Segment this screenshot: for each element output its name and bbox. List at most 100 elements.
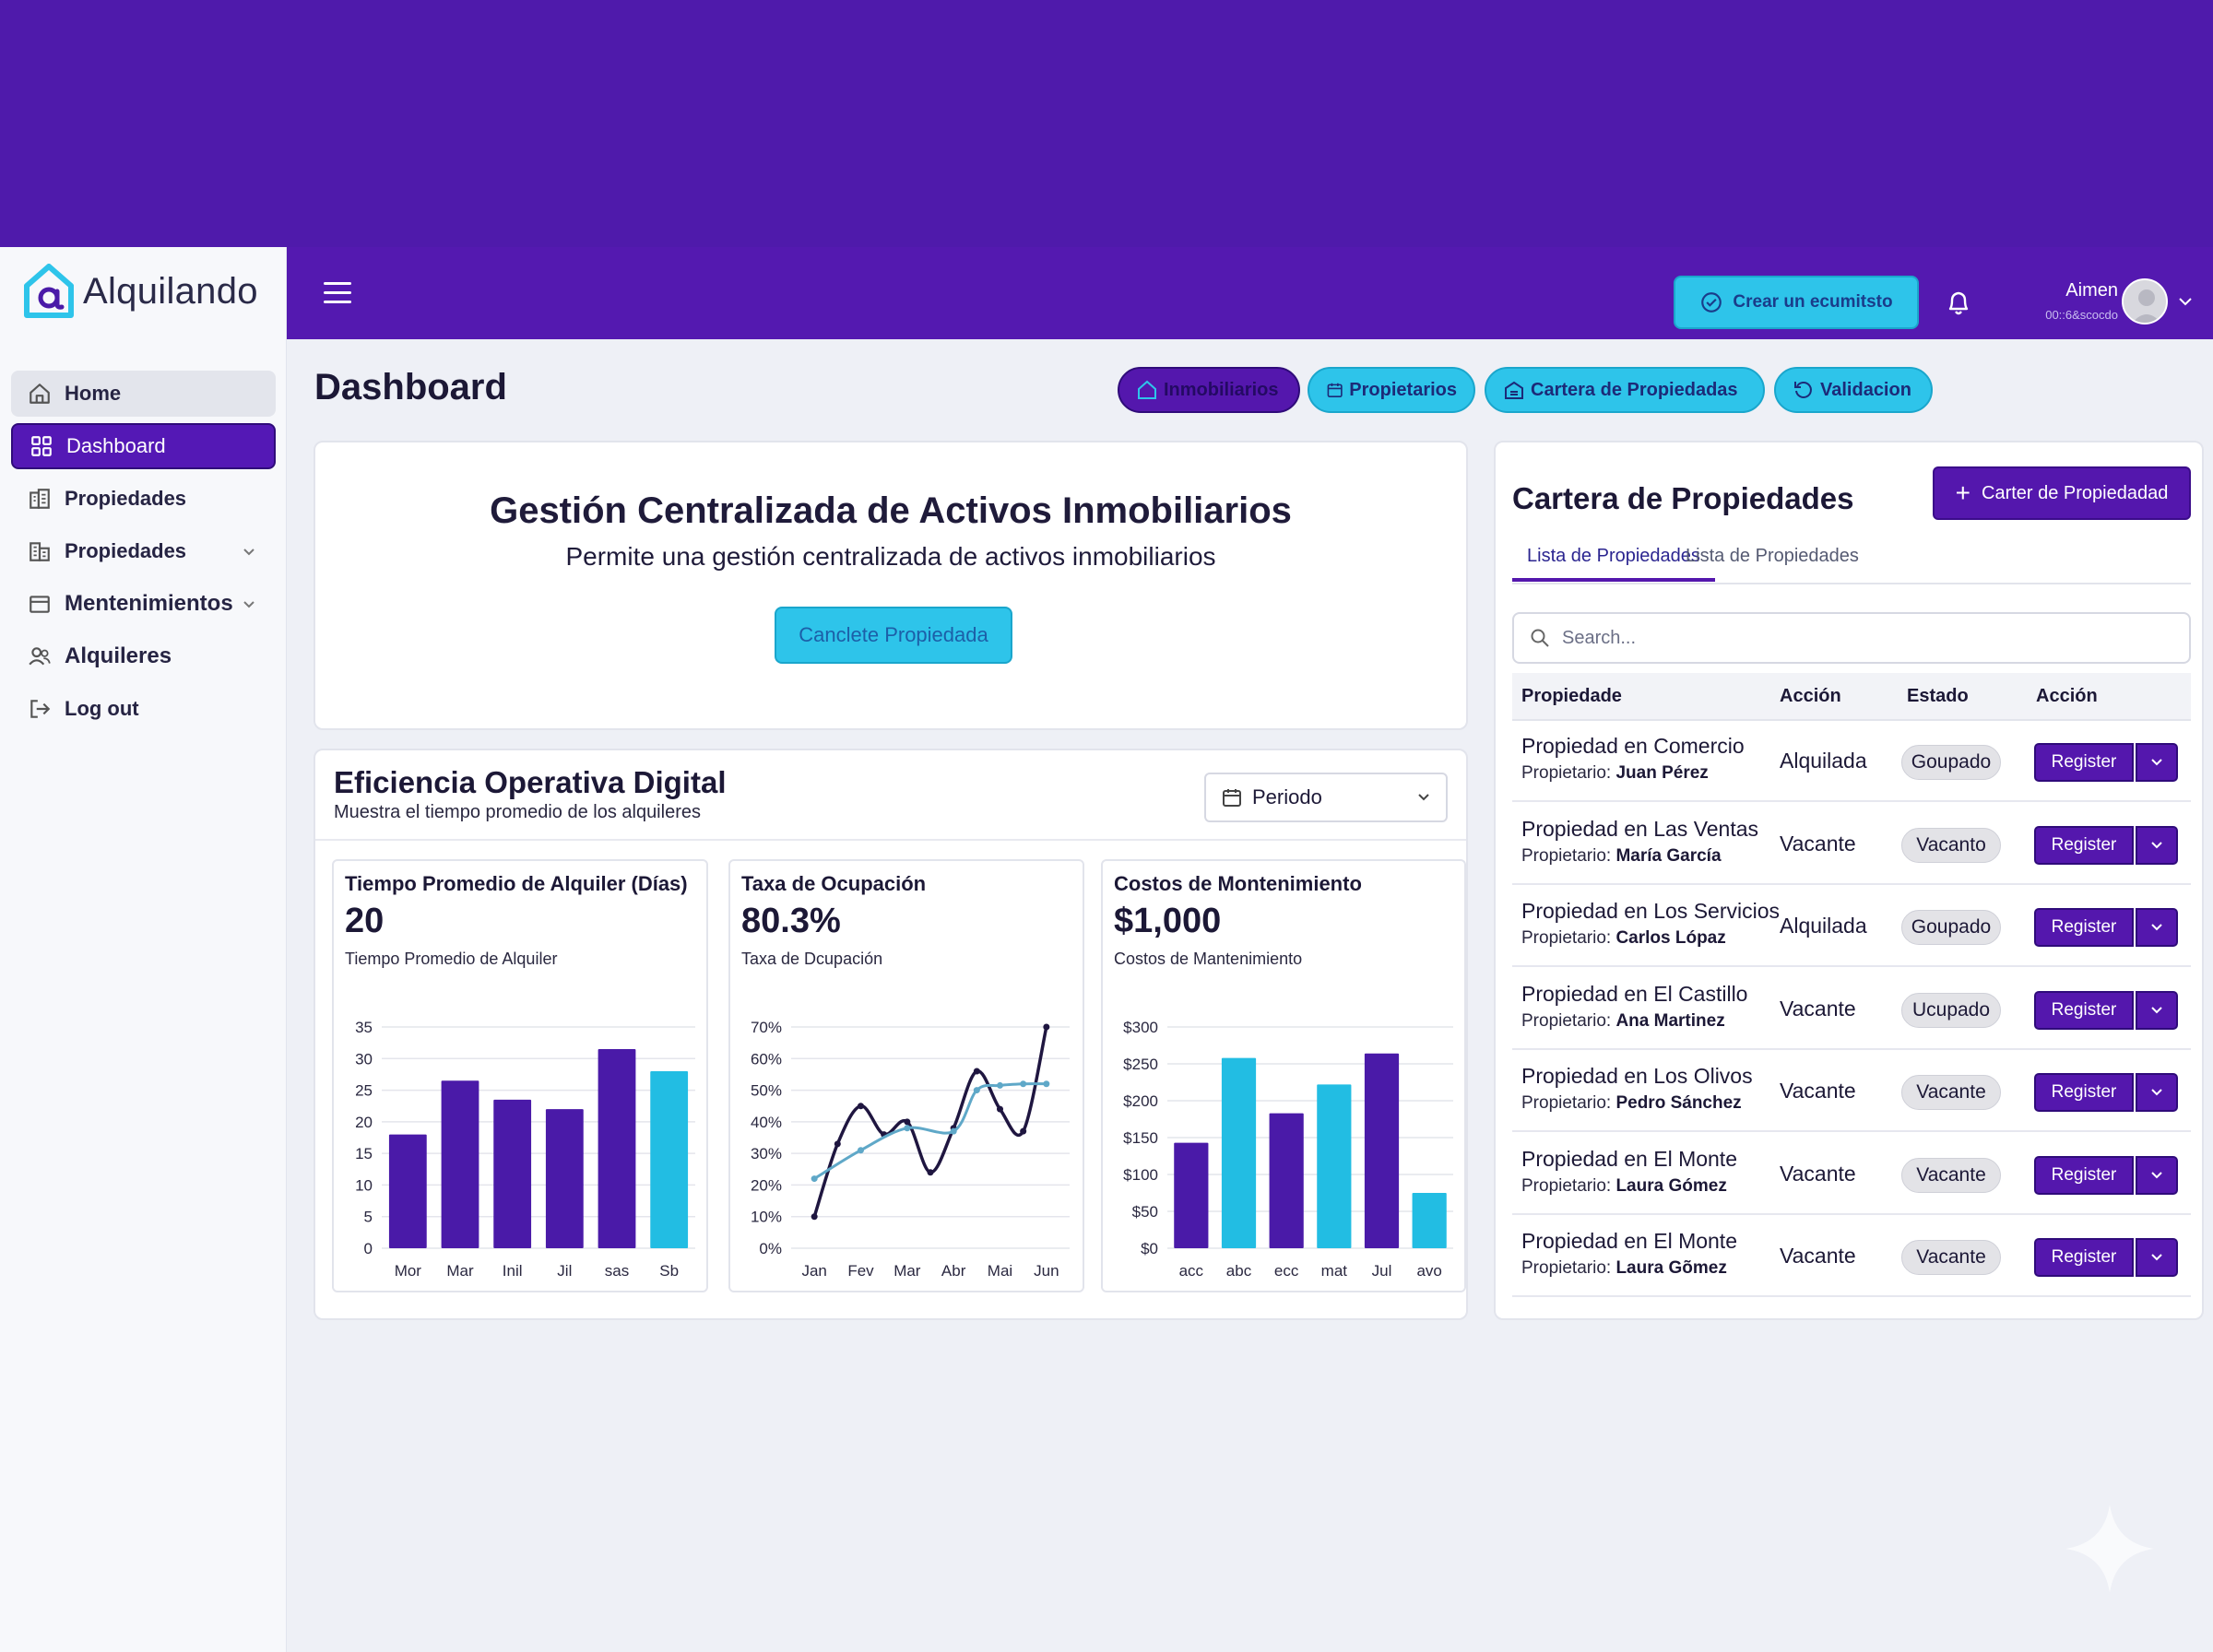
register-button[interactable]: Register bbox=[2034, 1155, 2134, 1195]
x-tick-label: abc bbox=[1226, 1262, 1252, 1280]
owner-prefix: Propietario: bbox=[1521, 845, 1612, 866]
create-button[interactable]: Crear un ecumitsto bbox=[1674, 276, 1919, 329]
sidebar-item-label: Propiedades bbox=[65, 487, 187, 510]
x-tick-label: Jun bbox=[1034, 1262, 1059, 1280]
y-tick-label: 30 bbox=[355, 1050, 373, 1068]
search-input[interactable]: Search... bbox=[1512, 612, 2191, 664]
x-tick-label: Fev bbox=[847, 1262, 874, 1280]
kpi-subtitle: Taxa de Dcupación bbox=[741, 950, 883, 968]
pill-label: Inmobiliarios bbox=[1164, 379, 1279, 400]
register-dropdown-button[interactable] bbox=[2136, 1155, 2178, 1195]
y-tick-label: 20 bbox=[355, 1114, 373, 1131]
owner-prefix: Propietario: bbox=[1521, 928, 1612, 948]
register-button[interactable]: Register bbox=[2034, 1238, 2134, 1277]
bar bbox=[1269, 1113, 1304, 1248]
register-dropdown-button[interactable] bbox=[2136, 908, 2178, 947]
register-button[interactable]: Register bbox=[2034, 825, 2134, 865]
bar bbox=[1412, 1193, 1447, 1248]
register-button[interactable]: Register bbox=[2034, 908, 2134, 947]
owner-prefix: Propietario: bbox=[1521, 1258, 1612, 1278]
hero-subtitle: Permite una gestión centralizada de acti… bbox=[565, 542, 1216, 571]
refresh-icon bbox=[1794, 382, 1812, 398]
sidebar-item-home[interactable]: Home bbox=[11, 371, 276, 417]
sidebar-item-alquileres[interactable]: Alquileres bbox=[11, 633, 276, 679]
property-owner: Propietario: Laura Gõmez bbox=[1521, 1258, 1727, 1279]
owner-name: Laura Gõmez bbox=[1615, 1258, 1727, 1278]
status-badge: Vacante bbox=[1901, 1240, 2001, 1275]
pill-cartera[interactable]: Cartera de Propiedadas bbox=[1485, 367, 1765, 413]
chevron-down-icon bbox=[2151, 841, 2162, 848]
x-tick-label: mat bbox=[1321, 1262, 1348, 1280]
sidebar-item-logout[interactable]: Log out bbox=[11, 686, 276, 732]
x-tick-label: ecc bbox=[1274, 1262, 1299, 1280]
pill-label: Propietarios bbox=[1349, 379, 1457, 400]
register-dropdown-button[interactable] bbox=[2136, 990, 2178, 1030]
owner-prefix: Propietario: bbox=[1521, 763, 1612, 783]
chevron-down-icon[interactable] bbox=[2177, 295, 2194, 308]
bar bbox=[1174, 1142, 1209, 1248]
y-tick-label: $300 bbox=[1123, 1019, 1158, 1036]
logo[interactable]: Alquilando bbox=[24, 264, 258, 319]
home-icon bbox=[30, 384, 50, 404]
avatar[interactable] bbox=[2122, 278, 2168, 324]
calendar-icon bbox=[1327, 383, 1343, 398]
efficiency-title: Eficiencia Operativa Digital bbox=[334, 765, 727, 799]
data-point bbox=[1043, 1023, 1050, 1031]
chevron-down-icon bbox=[2151, 1089, 2162, 1096]
register-dropdown-button[interactable] bbox=[2136, 743, 2178, 782]
data-point bbox=[904, 1118, 911, 1126]
sidebar-item-label: Log out bbox=[65, 697, 139, 720]
chart-card-maintenance: Costos de Montenimiento $1,000 Costos de… bbox=[1101, 859, 1466, 1292]
hero-button[interactable]: Canclete Propiedada bbox=[775, 607, 1012, 664]
column-header[interactable]: Acción bbox=[1780, 686, 1841, 706]
column-header[interactable]: Propiedade bbox=[1521, 686, 1622, 706]
property-name: Propiedad en Los Olivos bbox=[1521, 1064, 1753, 1088]
owner-name: Carlos Lópaz bbox=[1615, 928, 1726, 948]
property-owner: Propietario: Juan Pérez bbox=[1521, 763, 1709, 784]
register-dropdown-button[interactable] bbox=[2136, 825, 2178, 865]
register-button[interactable]: Register bbox=[2034, 743, 2134, 782]
plus-icon: + bbox=[1955, 478, 1970, 507]
chart-title: Taxa de Ocupación bbox=[741, 872, 927, 895]
property-action: Vacante bbox=[1780, 996, 1856, 1021]
grid-icon bbox=[31, 436, 52, 456]
owner-prefix: Propietario: bbox=[1521, 1175, 1612, 1196]
pill-validacion[interactable]: Validacion bbox=[1774, 367, 1933, 413]
register-button[interactable]: Register bbox=[2034, 1073, 2134, 1112]
pill-propietarios[interactable]: Propietarios bbox=[1308, 367, 1475, 413]
register-dropdown-button[interactable] bbox=[2136, 1238, 2178, 1277]
portfolio-title: Cartera de Propiedades bbox=[1512, 481, 1854, 515]
logout-icon bbox=[30, 700, 51, 718]
tab-lista-propiedades[interactable]: Lista de Propiedades bbox=[1512, 546, 1715, 582]
owner-name: María García bbox=[1615, 845, 1722, 866]
bell-icon[interactable] bbox=[1945, 288, 1972, 317]
x-tick-label: acc bbox=[1179, 1262, 1204, 1280]
table-row: Propiedad en El Monte Propietario: Laura … bbox=[1512, 1134, 2191, 1215]
y-tick-label: 60% bbox=[751, 1050, 782, 1068]
y-tick-label: 35 bbox=[355, 1019, 373, 1036]
add-property-button[interactable]: + Carter de Propiedadad bbox=[1933, 466, 2191, 520]
register-dropdown-button[interactable] bbox=[2136, 1073, 2178, 1112]
pill-inmobiliarios[interactable]: Inmobiliarios bbox=[1118, 367, 1300, 413]
kpi-value: 20 bbox=[345, 902, 385, 940]
sidebar-nav: Home Dashboard Propiedades Propiedades M… bbox=[11, 371, 276, 738]
kpi-subtitle: Tiempo Promedio de Alquiler bbox=[345, 950, 558, 968]
menu-icon[interactable] bbox=[324, 282, 351, 304]
sidebar-item-propiedades[interactable]: Propiedades bbox=[11, 476, 276, 522]
bar bbox=[598, 1049, 636, 1248]
status-badge: Vacanto bbox=[1901, 827, 2001, 863]
sidebar-item-mantenimientos[interactable]: Mentenimientos bbox=[11, 581, 276, 627]
register-button[interactable]: Register bbox=[2034, 990, 2134, 1030]
column-header[interactable]: Acción bbox=[2036, 686, 2098, 706]
sidebar-item-dashboard[interactable]: Dashboard bbox=[11, 423, 276, 469]
sparkle-icon bbox=[2065, 1504, 2154, 1593]
table-row: Propiedad en Los Olivos Propietario: Pedr… bbox=[1512, 1051, 2191, 1132]
data-point bbox=[997, 1105, 1003, 1113]
data-point bbox=[834, 1140, 841, 1148]
period-select[interactable]: Periodo bbox=[1204, 773, 1448, 822]
owner-prefix: Propietario: bbox=[1521, 1093, 1612, 1113]
top-header: Crear un ecumitsto Aimen 00::6&scocdo bbox=[287, 247, 2213, 339]
sidebar-item-propiedades-group[interactable]: Propiedades bbox=[11, 528, 276, 574]
column-header[interactable]: Estado bbox=[1907, 686, 1969, 706]
tab-lista-propiedades-2[interactable]: Lista de Propiedades bbox=[1686, 546, 1859, 566]
